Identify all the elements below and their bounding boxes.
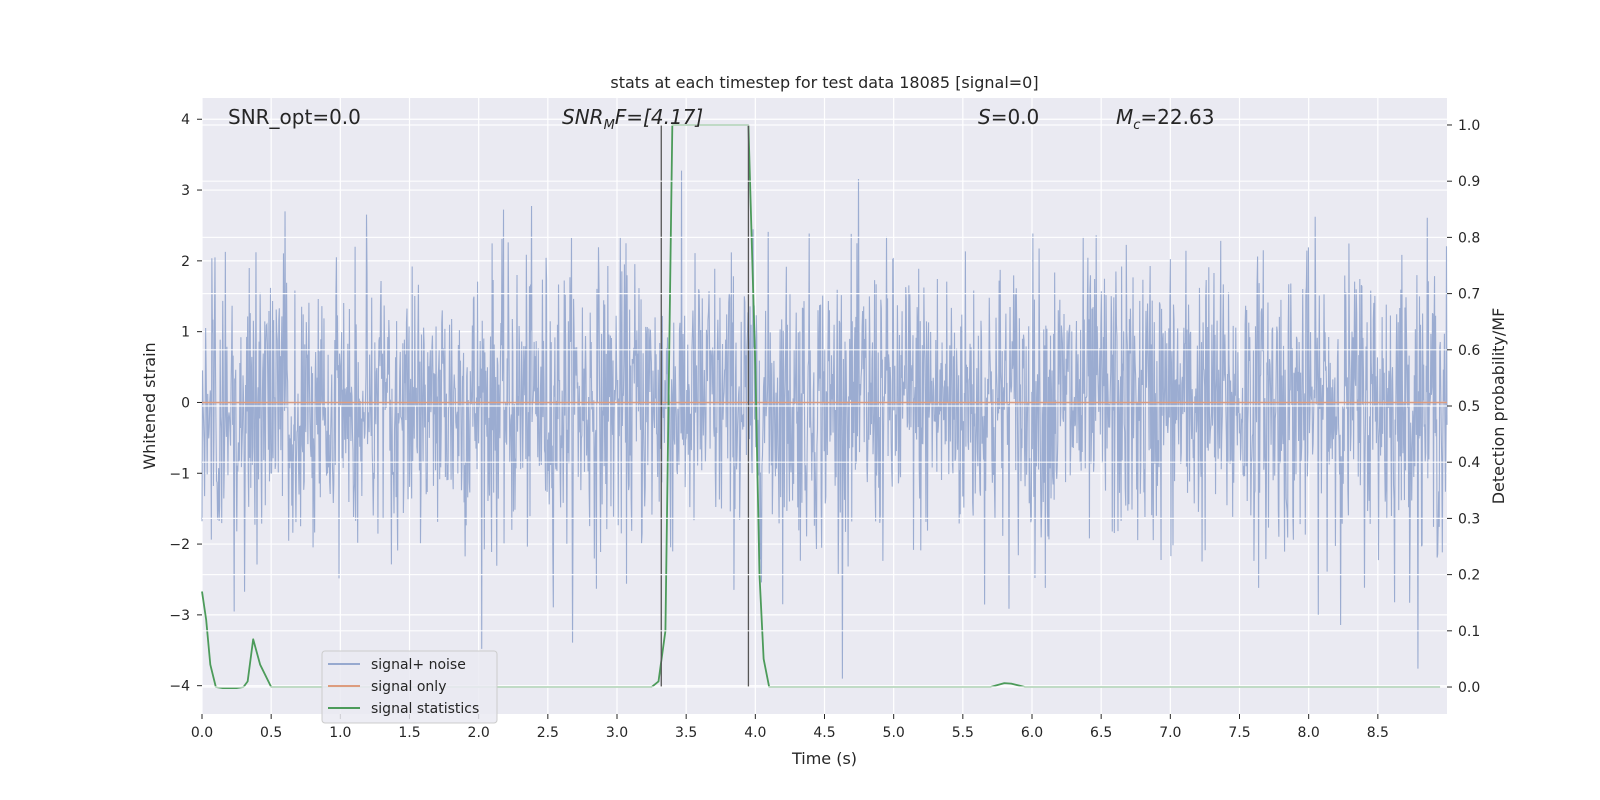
x-tick-label: 7.0: [1159, 725, 1181, 741]
y2-tick-label: 0.8: [1458, 230, 1480, 246]
x-tick-label: 4.5: [813, 725, 835, 741]
x-tick-label: 2.0: [468, 725, 490, 741]
y2-axis-label: Detection probability/MF: [1489, 308, 1508, 505]
y2-tick-label: 0.7: [1458, 287, 1480, 303]
y2-tick-label: 0.5: [1458, 399, 1480, 415]
y2-tick-label: 0.9: [1458, 174, 1480, 190]
snr-mf-annotation: SNRMF=[4.17]: [562, 105, 703, 133]
x-tick-label: 3.0: [606, 725, 628, 741]
noise-trace: [201, 170, 1448, 679]
y-tick-label: 1: [181, 325, 190, 341]
y-tick-label: −3: [169, 608, 190, 624]
s-annotation: S=0.0: [978, 105, 1039, 129]
snr-opt-annotation: SNR_opt=0.0: [228, 105, 361, 129]
snr-mf-prefix: SNR: [562, 105, 604, 129]
x-tick-label: 6.5: [1090, 725, 1112, 741]
x-axis-label: Time (s): [791, 749, 857, 768]
axes-layer: 0.0 0.5 1.0 1.5 2.0 2.5 3.0 3.5 4.0 4.5 5.0 5.5 6.0 6…: [169, 112, 1480, 741]
plot-area: [201, 98, 1448, 714]
y2-tick-label: 0.6: [1458, 343, 1480, 359]
y-tick-label: −1: [169, 466, 190, 482]
legend-label-signal: signal only: [371, 679, 446, 695]
y2-tick-label: 0.2: [1458, 568, 1480, 584]
x-tick-label: 6.0: [1021, 725, 1043, 741]
x-tick-label: 5.5: [952, 725, 974, 741]
mc-sub: c: [1133, 118, 1140, 133]
mc-var: M: [1116, 105, 1133, 129]
y2-tick-label: 0.4: [1458, 455, 1480, 471]
y-axis-label: Whitened strain: [140, 342, 159, 469]
x-tick-label: 1.5: [398, 725, 420, 741]
noise-series-layer: [201, 170, 1448, 679]
s-var: S: [978, 105, 991, 129]
right-grid-layer: [202, 124, 1447, 688]
x-tick-label: 2.5: [537, 725, 559, 741]
x-tick-label: 8.0: [1298, 725, 1320, 741]
y2-tick-label: 0.0: [1458, 680, 1480, 696]
x-tick-label: 5.0: [883, 725, 905, 741]
legend: signal+ noise signal only signal statist…: [321, 650, 498, 724]
y2-tick-label: 0.3: [1458, 511, 1480, 527]
y2-tick-label: 0.1: [1458, 624, 1480, 640]
x-tick-label: 4.0: [744, 725, 766, 741]
legend-label-noise: signal+ noise: [371, 657, 466, 673]
snr-mf-suffix: F=[4.17]: [615, 105, 703, 129]
mc-annotation: Mc=22.63: [1116, 105, 1214, 133]
mc-value: =22.63: [1140, 105, 1214, 129]
annotations: SNR_opt=0.0 SNRMF=[4.17] S=0.0 Mc=22.63: [228, 105, 1214, 133]
y-tick-label: −2: [169, 537, 190, 553]
y-tick-label: 0: [181, 395, 190, 411]
y-tick-label: 4: [181, 112, 190, 128]
y-tick-label: 2: [181, 254, 190, 270]
x-tick-label: 1.0: [329, 725, 351, 741]
y2-tick-label: 1.0: [1458, 118, 1480, 134]
y-tick-label: −4: [169, 679, 190, 695]
snr-mf-sub: M: [604, 118, 615, 133]
chart-title: stats at each timestep for test data 180…: [610, 73, 1038, 92]
legend-label-stats: signal statistics: [371, 701, 479, 717]
x-tick-label: 0.5: [260, 725, 282, 741]
x-tick-label: 8.5: [1367, 725, 1389, 741]
s-value: =0.0: [991, 105, 1040, 129]
y-tick-label: 3: [181, 183, 190, 199]
legend-box: [321, 650, 498, 724]
x-tick-label: 0.0: [191, 725, 213, 741]
x-tick-label: 3.5: [675, 725, 697, 741]
x-tick-label: 7.5: [1228, 725, 1250, 741]
